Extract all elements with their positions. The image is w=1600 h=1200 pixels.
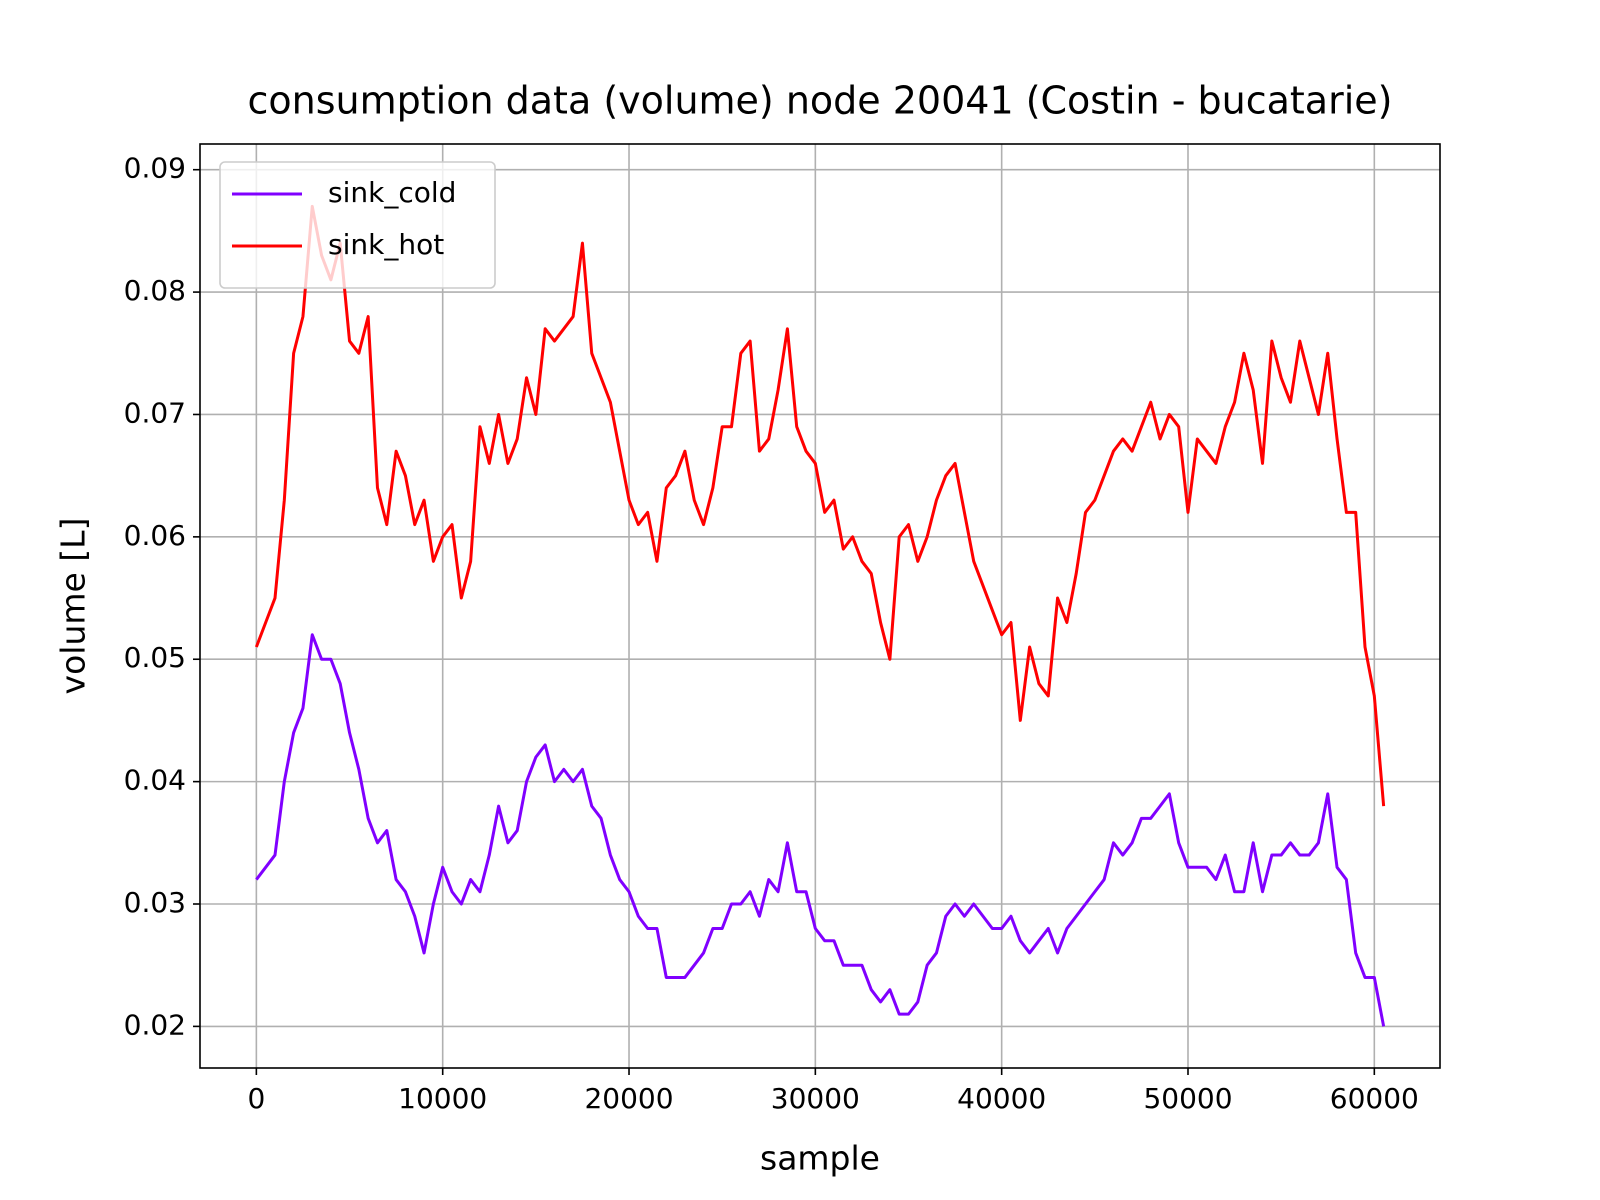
line-series — [254, 204, 1386, 807]
y-tick-label: 0.05 — [124, 641, 186, 674]
x-tick-label: 60000 — [1330, 1082, 1419, 1115]
line-series — [255, 633, 1386, 1027]
y-tick-label: 0.02 — [124, 1008, 186, 1041]
y-tick-label: 0.08 — [124, 274, 186, 307]
y-tick-label: 0.06 — [124, 519, 186, 552]
legend: sink_cold sink_hot — [219, 161, 496, 289]
x-tick-label: 20000 — [584, 1082, 673, 1115]
x-tick-label: 30000 — [771, 1082, 860, 1115]
chart-title: consumption data (volume) node 20041 (Co… — [248, 79, 1393, 123]
y-tick-label: 0.03 — [124, 886, 186, 919]
y-tick-label: 0.07 — [124, 396, 186, 429]
x-tick-label: 0 — [247, 1082, 265, 1115]
y-tick-label: 0.09 — [124, 152, 186, 185]
y-tick-label: 0.04 — [124, 764, 186, 797]
x-tick-label: 50000 — [1143, 1082, 1232, 1115]
plot-frame — [199, 143, 1441, 1069]
y-axis-label: volume [L] — [54, 518, 93, 695]
x-tick-label: 40000 — [957, 1082, 1046, 1115]
x-tick-label: 10000 — [398, 1082, 487, 1115]
legend-label: sink_hot — [328, 228, 444, 261]
x-axis-label: sample — [760, 1139, 880, 1178]
legend-label: sink_cold — [328, 176, 456, 209]
